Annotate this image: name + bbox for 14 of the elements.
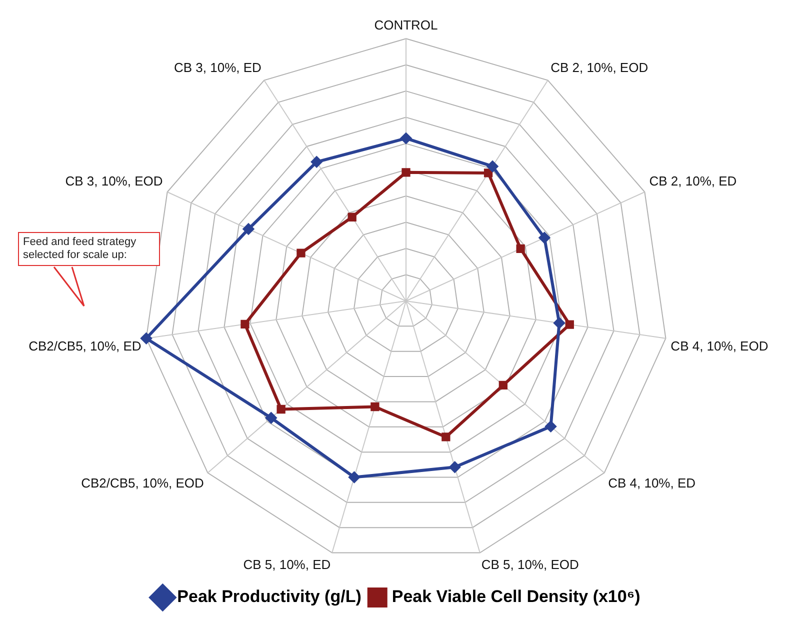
legend-label: Peak Productivity (g/L) [177, 587, 362, 606]
spoke-label: CB 4, 10%, EOD [670, 338, 768, 354]
spoke-label: CB 2, 10%, EOD [550, 60, 648, 75]
spoke-label: CB 4, 10%, ED [608, 475, 696, 490]
spoke-label: CONTROL [374, 17, 438, 32]
legend-label: Peak Viable Cell Density (x10⁶) [392, 587, 640, 606]
spoke-label: CB 3, 10%, EOD [65, 174, 163, 189]
text: Feed and feed strategy selected for scale up: [18, 232, 160, 266]
spoke-label: CB2/CB5, 10%, EOD [81, 475, 204, 490]
spoke-label: CB 5, 10%, EOD [481, 556, 579, 572]
spoke-label: CB 5, 10%, ED [243, 556, 331, 572]
spoke-label: CB2/CB5, 10%, ED [28, 338, 142, 354]
spoke-label: CB 3, 10%, ED [174, 60, 262, 75]
spoke-label: CB 2, 10%, ED [649, 174, 737, 189]
